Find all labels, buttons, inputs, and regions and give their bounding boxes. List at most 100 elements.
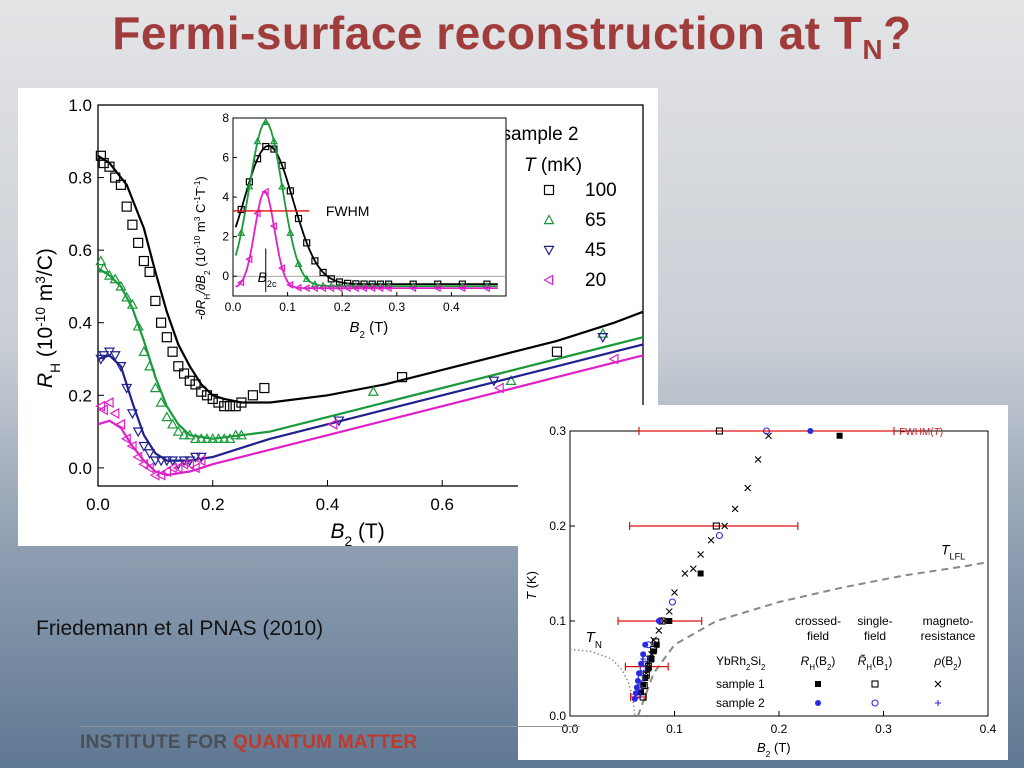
- inset-x-tick-label-part: 0.3: [388, 300, 405, 314]
- inset-point-20mk: [335, 284, 343, 293]
- phase-point: [721, 522, 729, 530]
- data-point-45mk: [488, 376, 500, 387]
- phase-point: [633, 684, 640, 691]
- data-point-65mk: [98, 262, 110, 273]
- data-point-100mk: [196, 386, 207, 397]
- data-point-20mk: [178, 458, 189, 470]
- phase-point: [648, 650, 655, 658]
- inset-point-20mk: [458, 284, 466, 293]
- phase-point: [644, 641, 652, 649]
- inset-point-20mk: [236, 278, 245, 287]
- phase-point: [689, 565, 697, 573]
- main-x-axis-label: B2 (T): [331, 520, 385, 546]
- main-y-tick-label: 0.0: [68, 459, 92, 478]
- data-point-100mk: [167, 346, 178, 357]
- data-point-45mk: [98, 351, 110, 362]
- inset-point-20mk: [253, 209, 261, 218]
- series-65mk: [95, 255, 644, 444]
- data-point-65mk: [230, 429, 242, 440]
- table-h2: R̃H(B1): [858, 653, 893, 672]
- phase-x-tick-label-part: 0.0: [562, 722, 579, 736]
- phase-x-tick-label: 0.0: [562, 722, 579, 736]
- phase-point: [762, 427, 771, 435]
- data-point-65mk: [201, 433, 213, 444]
- main-y-axis-label-part: H: [48, 363, 63, 373]
- phase-point: [640, 656, 647, 662]
- phase-point: [744, 484, 752, 492]
- inset-point-100mk: [303, 239, 311, 247]
- tn-label: TN: [586, 629, 602, 651]
- data-point-45mk: [190, 452, 202, 463]
- legend-label-20mk-part: 20: [585, 270, 606, 291]
- data-point-45mk: [161, 456, 173, 467]
- main-y-tick-label: 0.6: [68, 241, 92, 260]
- fit-line-45mk: [97, 343, 644, 462]
- inset-x-axis-label: B2 (T): [350, 319, 389, 341]
- inset-y-axis-label-part: (10: [193, 248, 208, 270]
- data-point-45mk: [597, 333, 609, 343]
- inset-point-20mk: [433, 284, 441, 293]
- inset-point-20mk: [359, 284, 368, 293]
- data-point-65mk: [161, 411, 173, 422]
- main-y-tick-label-part: 0.6: [68, 241, 92, 260]
- data-point-100mk: [201, 390, 213, 401]
- table-marker: [815, 681, 821, 687]
- hall-coefficient-chart-panel: 0.0 0.2 0.4 0.6 0.0 0.2 0.4 0.6 0.8 1.0 B2 (T) RH (…: [18, 88, 658, 549]
- inset-x-tick-label: 0.0: [225, 300, 242, 314]
- data-point-100mk: [133, 237, 144, 248]
- table-h3: ρ(B2): [933, 654, 961, 672]
- data-point-100mk: [190, 379, 201, 390]
- legend-label-65mk-part: 65: [585, 210, 606, 231]
- inset-point-20mk: [376, 284, 384, 293]
- table-h3-part: 2: [953, 663, 957, 672]
- table-col3-line1-part: magneto-: [923, 614, 974, 628]
- data-point-20mk: [132, 451, 143, 463]
- inset-point-20mk: [302, 284, 310, 293]
- inset-point-65mk: [237, 228, 246, 236]
- phase-series-4: [634, 427, 771, 699]
- data-point-20mk: [155, 469, 166, 481]
- phase-point: [668, 598, 676, 606]
- inset-point-20mk: [294, 283, 302, 292]
- inset-y-axis-label-part: -1: [192, 196, 202, 204]
- fwhm-t-label: FWHM(T): [899, 427, 943, 438]
- table-col3-line2: resistance: [921, 629, 976, 643]
- main-x-tick-label: 0.4: [316, 495, 340, 514]
- table-marker: [871, 680, 879, 688]
- table-col1-line1: crossed-: [795, 614, 841, 628]
- data-point-45mk: [115, 362, 127, 372]
- series-20mk: [95, 353, 644, 481]
- main-y-axis-label-part: 3: [33, 276, 48, 284]
- phase-point: [712, 522, 720, 530]
- data-point-65mk: [190, 433, 202, 444]
- table-h1: RH(B2): [801, 654, 836, 672]
- main-y-tick-label-part: 1.0: [68, 96, 92, 115]
- phase-point: [638, 689, 645, 696]
- main-y-axis-label-part: -10: [33, 307, 48, 327]
- inset-x-tick-label: 0.2: [334, 300, 351, 314]
- legend-marker-45mk: [543, 245, 555, 256]
- phase-point: [638, 670, 645, 677]
- phase-point: [650, 636, 657, 644]
- inset-point-100mk: [311, 257, 319, 265]
- phase-diagram-panel: 0.0 0.1 0.2 0.3 0.4 0.0 0.1 0.2 0.3 B2 (T) T (K) TN…: [518, 405, 1008, 760]
- table-col2-line1: single-: [857, 614, 892, 628]
- data-point-100mk: [115, 179, 127, 190]
- inset-y-tick-label: 6: [222, 151, 229, 165]
- phase-y-axis-label: T (K): [524, 571, 539, 600]
- phase-series-5: [635, 656, 647, 686]
- slide-title: Fermi-surface reconstruction at TN?: [112, 7, 912, 66]
- inset-y-axis-label-part: 2: [202, 270, 212, 275]
- data-point-65mk: [115, 280, 127, 291]
- logo-text-b: QUANTUM MATTER: [233, 732, 418, 753]
- data-point-45mk: [126, 409, 138, 420]
- table-row0-part: 2: [761, 663, 765, 672]
- phase-x-tick-label: 0.1: [666, 722, 683, 736]
- phase-point: [836, 432, 843, 439]
- main-x-tick-label-part: 0.2: [201, 495, 225, 514]
- inset-point-20mk: [343, 284, 351, 293]
- legend-label-65mk: 65: [585, 210, 606, 231]
- data-point-65mk: [103, 269, 115, 280]
- data-point-100mk: [150, 295, 161, 307]
- phase-y-axis-label-part: (K): [524, 571, 539, 592]
